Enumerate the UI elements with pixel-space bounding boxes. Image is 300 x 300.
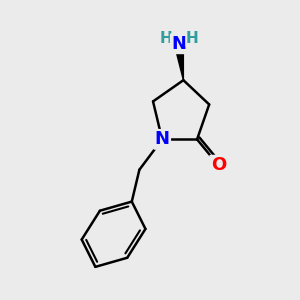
Text: H: H [160, 31, 172, 46]
Text: H: H [186, 31, 199, 46]
Polygon shape [174, 43, 183, 80]
Text: N: N [154, 130, 169, 148]
Text: N: N [171, 35, 186, 53]
Text: O: O [211, 156, 226, 174]
